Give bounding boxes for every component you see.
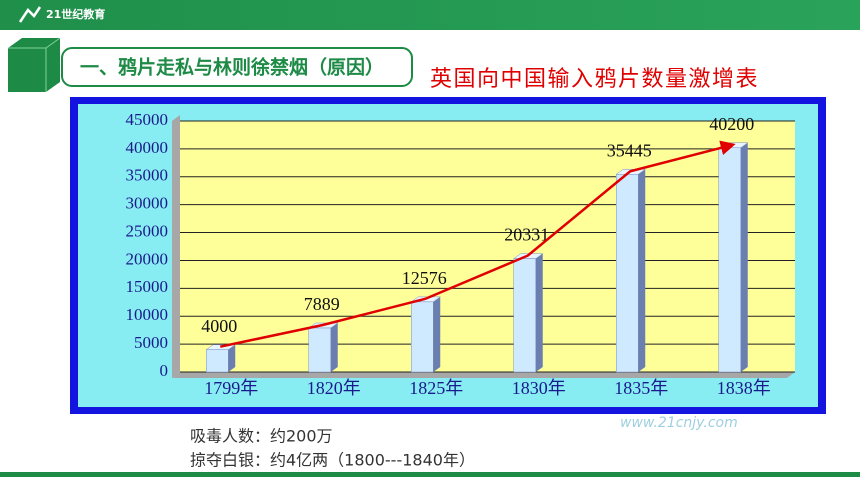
bar-side (535, 253, 543, 372)
plot-floor (172, 372, 795, 378)
note: 掠夺白银：约4亿两（1800---1840年） (190, 451, 475, 470)
bar-side (433, 296, 441, 372)
x-tick-label: 1825年 (409, 378, 463, 398)
logo: 21世纪教育 (46, 7, 105, 21)
trend-line (219, 140, 736, 348)
y-tick-label: 20000 (126, 249, 169, 268)
data-label: 7889 (304, 294, 340, 314)
chart-title: 英国向中国输入鸦片数量激增表 (430, 67, 759, 92)
plot-area (180, 121, 795, 372)
bar (718, 147, 741, 373)
data-label: 20331 (504, 225, 549, 245)
data-label: 12576 (402, 268, 447, 288)
y-tick-label: 30000 (126, 194, 169, 213)
section-title: 一、鸦片走私与林则徐禁烟（原因） (80, 56, 384, 79)
header-cube (8, 38, 60, 92)
bar (616, 174, 639, 373)
bar (206, 349, 229, 373)
y-tick-label: 45000 (126, 110, 169, 129)
bar-side (638, 169, 646, 372)
y-tick-label: 10000 (126, 305, 169, 324)
x-tick-label: 1835年 (614, 378, 668, 398)
plot-wall (172, 115, 180, 378)
bottom-line (0, 472, 860, 477)
header-cube-edge (8, 37, 61, 92)
data-label: 40200 (709, 114, 754, 134)
x-tick-label: 1820年 (307, 378, 361, 398)
bar (513, 258, 536, 373)
y-tick-label: 0 (160, 361, 169, 380)
y-tick-label: 40000 (126, 138, 169, 157)
logo-icon (18, 6, 42, 23)
bar (411, 301, 434, 373)
bar-side (330, 322, 338, 372)
x-tick-label: 1838年 (717, 378, 771, 398)
top-bar (0, 0, 860, 30)
bar-side (740, 142, 748, 372)
note: 吸毒人数：约200万 (190, 427, 333, 446)
y-tick-label: 15000 (126, 277, 169, 296)
bar (308, 327, 331, 373)
header-box (61, 47, 413, 87)
data-label: 35445 (607, 140, 652, 160)
x-tick-label: 1830年 (512, 378, 566, 398)
y-tick-label: 35000 (126, 166, 169, 185)
watermark: www.21cnjy.com (620, 415, 738, 431)
x-tick-label: 1799年 (204, 378, 258, 398)
y-tick-label: 25000 (126, 221, 169, 240)
bar-side (228, 344, 236, 372)
y-tick-label: 5000 (134, 333, 168, 352)
data-label: 4000 (201, 316, 237, 336)
